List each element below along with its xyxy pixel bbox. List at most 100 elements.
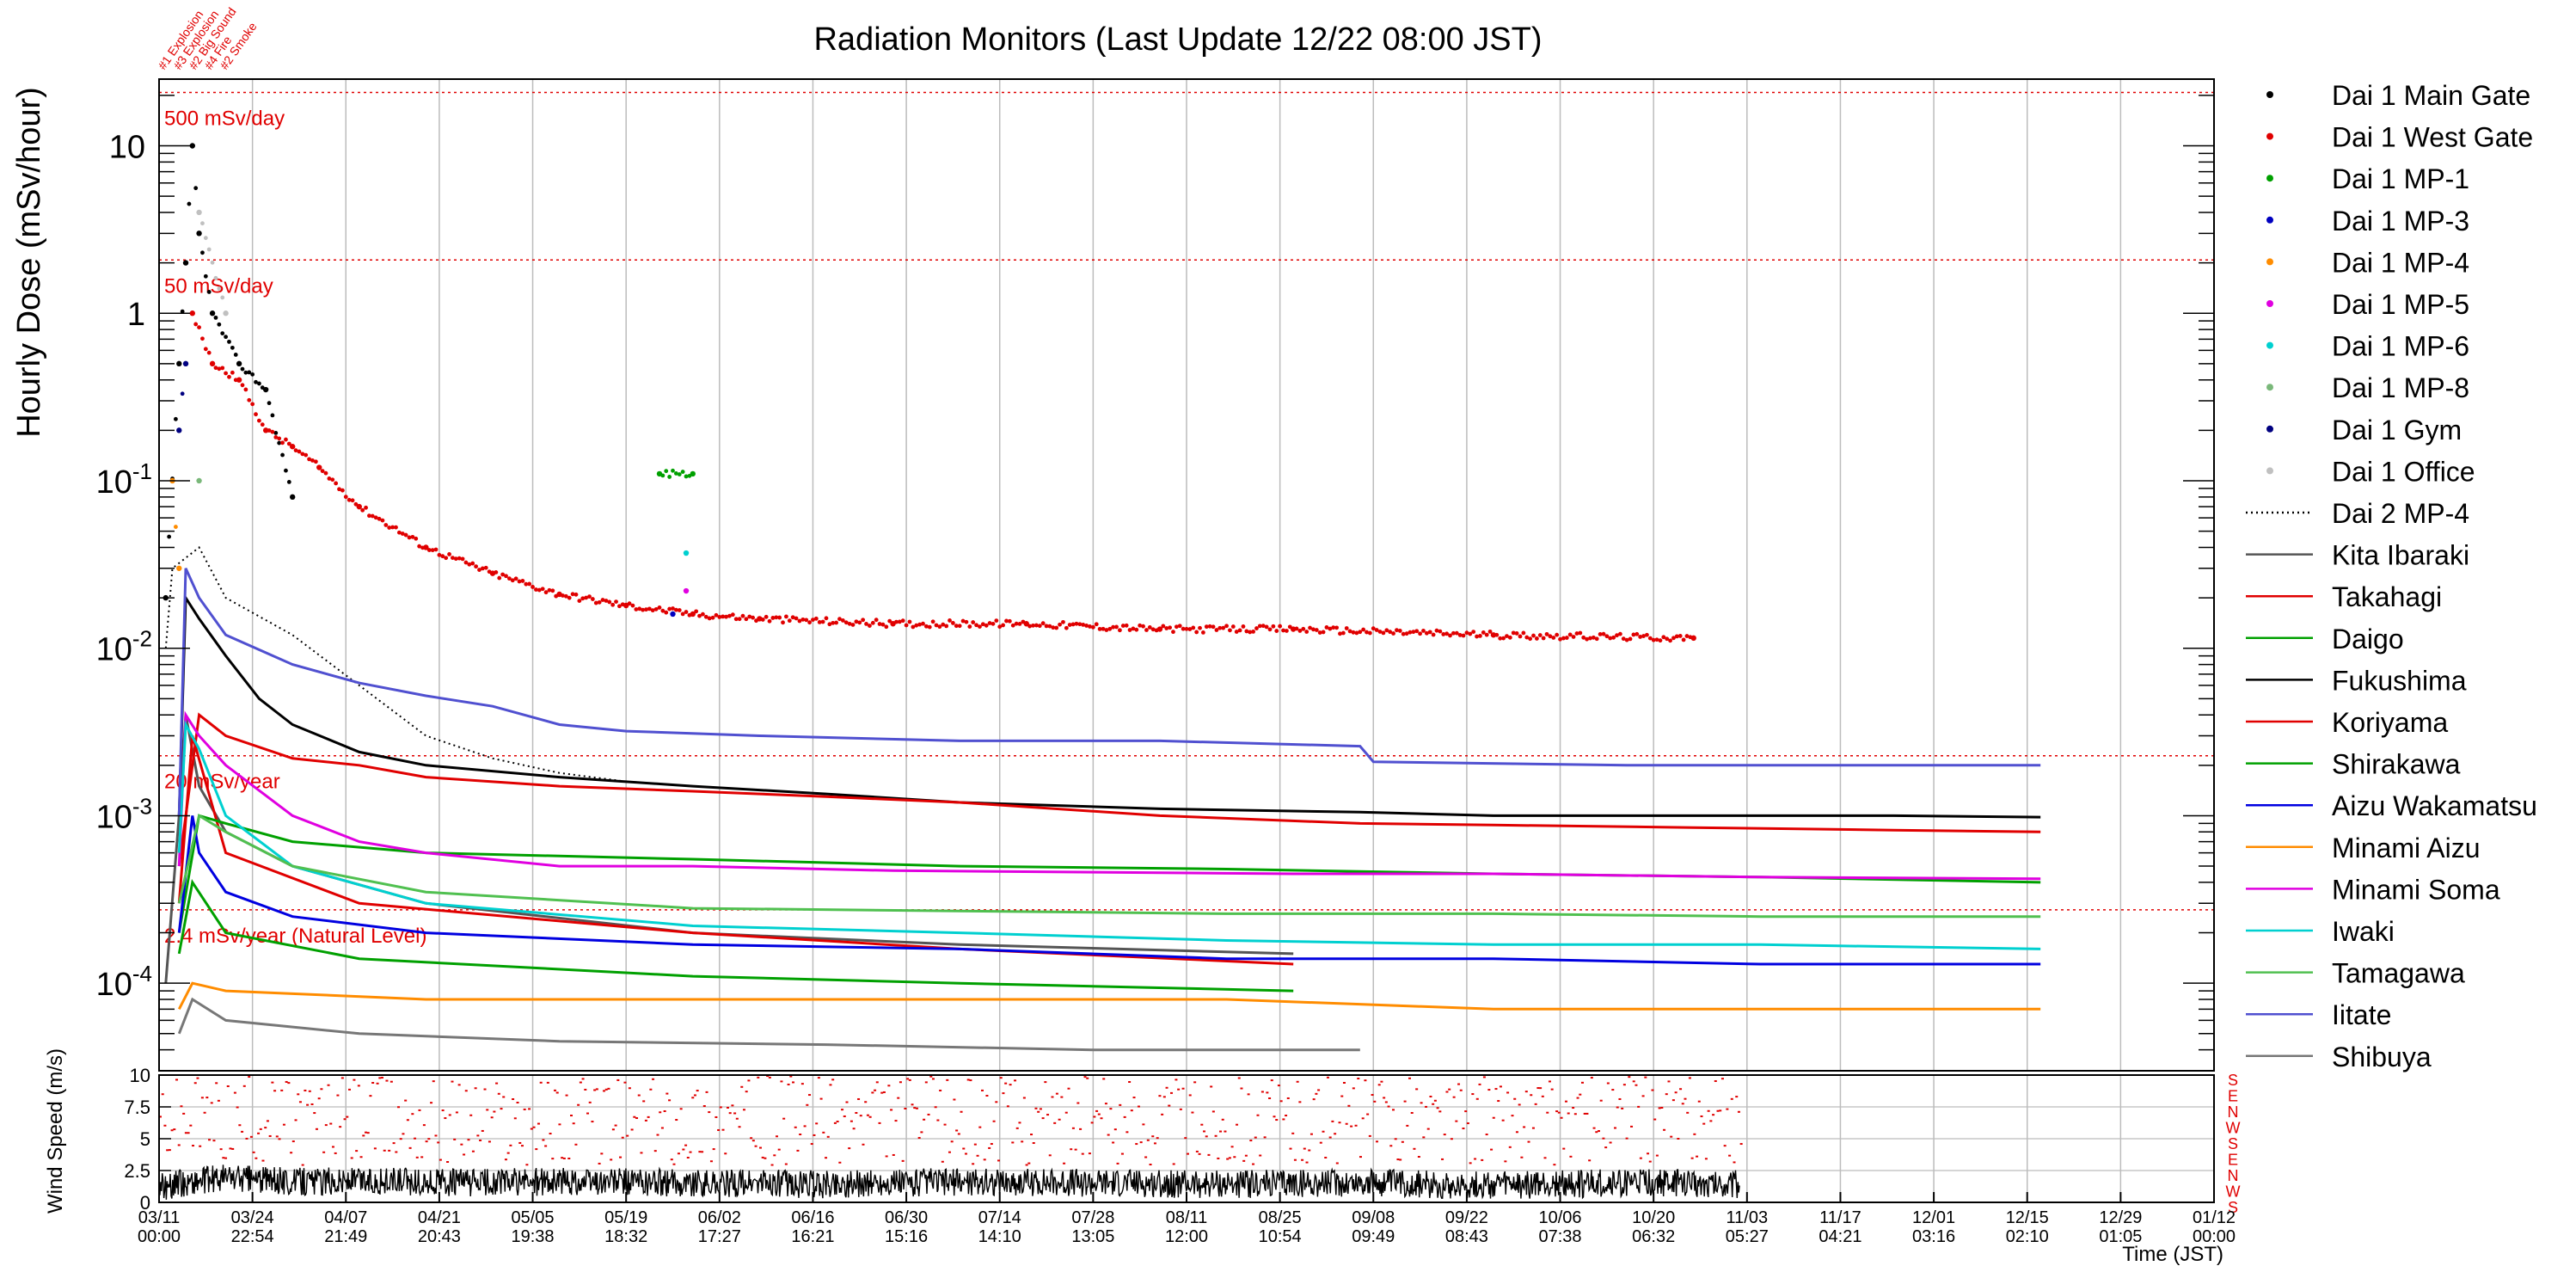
direction-mark [308, 1090, 311, 1092]
data-point [1177, 624, 1182, 629]
direction-mark [1211, 1110, 1215, 1113]
data-point [1094, 622, 1099, 627]
direction-mark [745, 1091, 748, 1093]
series-line [164, 545, 693, 788]
direction-mark [1022, 1097, 1026, 1099]
series-layer [163, 143, 2041, 1052]
direction-mark [471, 1150, 475, 1152]
data-point [243, 387, 248, 392]
data-point [877, 622, 882, 626]
data-point [634, 607, 639, 611]
direction-mark [1515, 1131, 1518, 1134]
data-point [824, 616, 829, 621]
direction-mark [726, 1106, 729, 1109]
direction-mark [733, 1112, 737, 1115]
wind-direction-label: S [2228, 1199, 2238, 1216]
data-point [196, 209, 202, 216]
wind-y-tick-label: 7.5 [124, 1097, 150, 1118]
direction-mark [1308, 1149, 1311, 1152]
direction-mark [1490, 1148, 1493, 1151]
data-point [721, 614, 726, 619]
data-point [1294, 626, 1299, 631]
direction-mark [874, 1089, 877, 1091]
data-point [1156, 626, 1163, 632]
y-tick-label: 10-2 [96, 626, 152, 668]
direction-mark [565, 1094, 568, 1097]
direction-mark [701, 1151, 704, 1153]
direction-mark [647, 1115, 650, 1118]
data-point [587, 594, 592, 599]
direction-mark [1406, 1124, 1409, 1127]
data-point [173, 525, 178, 529]
direction-mark [193, 1082, 197, 1085]
data-point [304, 452, 309, 458]
direction-mark [950, 1140, 954, 1143]
data-point [1328, 626, 1333, 631]
data-point [954, 624, 959, 629]
data-point [173, 416, 178, 421]
data-point [343, 495, 348, 500]
direction-mark [1663, 1128, 1666, 1131]
data-point [320, 469, 325, 474]
data-point [180, 391, 185, 396]
direction-mark [1063, 1162, 1066, 1165]
direction-mark [1242, 1159, 1246, 1162]
data-point [380, 518, 385, 523]
direction-mark [479, 1139, 482, 1141]
direction-mark [929, 1075, 933, 1078]
x-tick-date: 06/30 [885, 1208, 928, 1227]
direction-mark [1324, 1156, 1328, 1158]
data-point [911, 624, 916, 630]
x-tick-date: 03/11 [138, 1208, 181, 1227]
series-line [177, 997, 1360, 1052]
data-point [1191, 625, 1196, 630]
direction-mark [1739, 1143, 1743, 1146]
direction-mark [660, 1127, 664, 1129]
direction-mark [404, 1099, 408, 1102]
direction-mark [1301, 1158, 1304, 1161]
direction-mark [1481, 1158, 1484, 1161]
legend-label: Dai 1 Main Gate [2332, 80, 2530, 111]
data-point [273, 431, 279, 435]
data-point [907, 619, 912, 624]
direction-mark [1504, 1160, 1507, 1163]
legend-label: Iwaki [2332, 916, 2395, 947]
direction-mark [460, 1143, 463, 1146]
direction-mark [614, 1124, 617, 1127]
x-tick-time: 04:21 [1819, 1227, 1861, 1246]
direction-mark [1425, 1105, 1428, 1108]
x-tick-date: 12/29 [2099, 1208, 2142, 1227]
direction-mark [1377, 1084, 1381, 1086]
direction-mark [750, 1137, 753, 1140]
data-point [1314, 628, 1319, 632]
data-point [280, 440, 285, 446]
data-point [1051, 625, 1056, 630]
direction-mark [385, 1079, 389, 1082]
direction-mark [969, 1079, 972, 1082]
y-tick-label: 10-4 [96, 961, 152, 1003]
direction-mark [1004, 1082, 1008, 1085]
main-plot-frame [158, 78, 2215, 1072]
series-line [177, 878, 1294, 993]
direction-mark [1579, 1093, 1582, 1096]
direction-mark [320, 1088, 323, 1091]
data-point [1194, 630, 1199, 635]
direction-mark [1030, 1134, 1033, 1136]
data-point [254, 412, 258, 417]
direction-mark [420, 1156, 424, 1158]
direction-mark [1417, 1156, 1420, 1158]
direction-mark [1158, 1095, 1162, 1097]
direction-mark [705, 1091, 708, 1093]
direction-mark [1051, 1096, 1054, 1098]
y-tick-label: 10 [109, 129, 145, 165]
direction-mark [353, 1079, 356, 1081]
direction-mark [1530, 1094, 1533, 1097]
data-point [1338, 631, 1342, 636]
legend-marker [2266, 258, 2273, 266]
legend-marker [2266, 467, 2273, 475]
data-point [414, 536, 419, 541]
data-point [289, 444, 296, 450]
direction-mark [862, 1143, 865, 1146]
direction-mark [291, 1140, 295, 1143]
data-point [307, 457, 311, 462]
